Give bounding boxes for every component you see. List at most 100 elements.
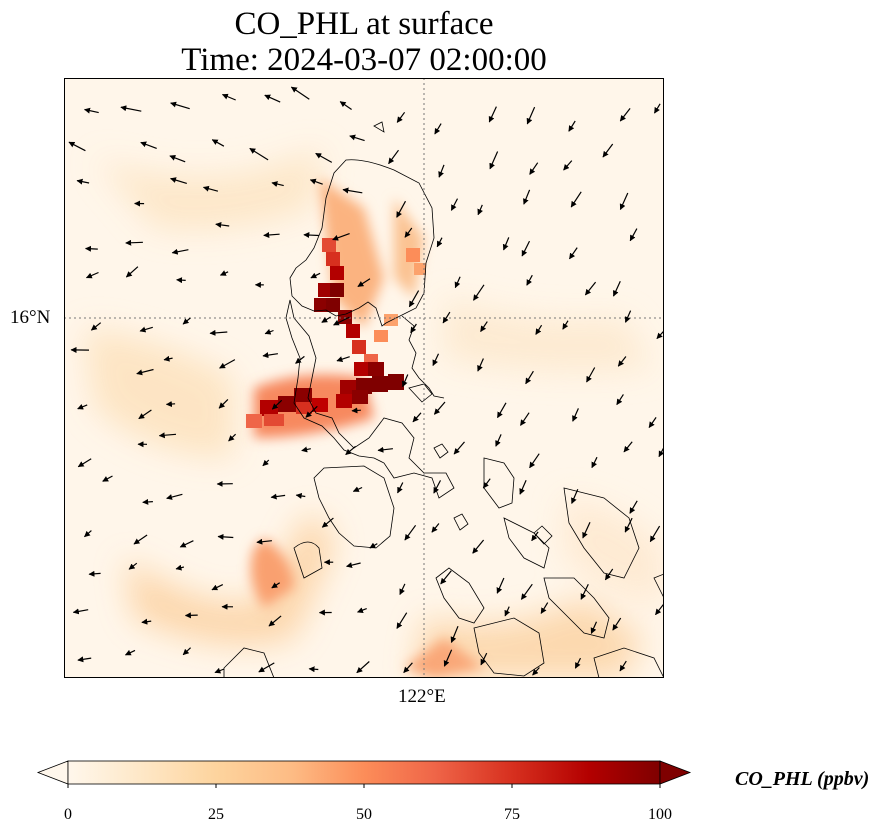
wind-arrow xyxy=(209,329,228,336)
wind-arrow xyxy=(85,271,99,279)
wind-arrow xyxy=(629,228,638,242)
wind-arrow xyxy=(102,475,113,482)
wind-arrow xyxy=(219,270,229,276)
wind-arrow xyxy=(433,480,442,494)
wind-arrow xyxy=(388,149,399,165)
coastlines xyxy=(223,121,664,678)
wind-arrow xyxy=(268,615,282,627)
wind-arrow xyxy=(648,417,657,428)
wind-arrow xyxy=(438,164,445,178)
wind-arrow xyxy=(217,533,234,540)
wind-arrow xyxy=(125,266,139,278)
wind-arrow xyxy=(401,374,409,388)
wind-arrow xyxy=(84,107,99,114)
wind-arrow xyxy=(619,108,631,122)
wind-arrow xyxy=(179,540,194,548)
map-title-line1: CO_PHL at surface xyxy=(234,6,494,42)
wind-arrow xyxy=(305,405,318,418)
wind-arrow xyxy=(176,277,186,284)
wind-arrow xyxy=(138,409,152,420)
wind-arrow xyxy=(496,577,505,594)
wind-arrow xyxy=(502,237,510,251)
wind-arrow xyxy=(258,662,275,673)
wind-arrow xyxy=(169,155,186,163)
wind-arrow xyxy=(602,143,614,158)
wind-arrow xyxy=(77,458,92,468)
wind-arrow xyxy=(531,531,539,542)
wind-arrow xyxy=(523,189,531,205)
wind-arrow xyxy=(295,355,305,364)
wind-arrow xyxy=(434,123,442,135)
wind-arrow xyxy=(290,86,310,100)
wind-arrow xyxy=(349,134,365,142)
wind-arrow xyxy=(357,607,367,613)
wind-arrow xyxy=(308,666,319,673)
wind-arrow xyxy=(562,320,569,330)
wind-arrow xyxy=(139,326,153,333)
wind-arrow xyxy=(653,103,661,114)
colorbar-tick-0: 0 xyxy=(64,806,72,823)
wind-arrow xyxy=(76,178,90,185)
wind-arrow xyxy=(339,101,352,110)
wind-arrow xyxy=(214,667,225,674)
wind-arrow xyxy=(88,570,101,577)
wind-arrow xyxy=(604,568,614,581)
wind-arrow xyxy=(582,521,591,539)
co-concentration-field xyxy=(84,148,664,678)
wind-arrow xyxy=(591,456,598,469)
wind-arrow xyxy=(170,101,190,110)
latitude-tick-label: 16°N xyxy=(10,307,51,328)
wind-arrow xyxy=(221,93,236,101)
wind-arrow xyxy=(535,324,543,335)
wind-arrow xyxy=(262,352,278,359)
wind-arrow xyxy=(590,621,598,634)
wind-arrow xyxy=(529,453,540,469)
wind-arrow xyxy=(315,152,333,163)
wind-arrow xyxy=(570,191,582,208)
wind-arrow xyxy=(619,192,629,211)
wind-arrow xyxy=(171,248,189,255)
wind-arrow xyxy=(619,660,627,672)
wind-arrow xyxy=(219,359,236,369)
wind-arrow xyxy=(85,245,98,252)
wind-arrow xyxy=(182,647,192,656)
wind-arrow xyxy=(264,328,274,335)
wind-arrow xyxy=(303,232,320,239)
wind-arrow xyxy=(574,657,582,669)
wind-arrow xyxy=(84,530,92,538)
map-border xyxy=(64,78,664,678)
colorbar-extend-max xyxy=(659,760,692,785)
wind-arrow xyxy=(332,233,350,241)
wind-arrow xyxy=(477,204,483,216)
wind-arrow xyxy=(477,358,484,372)
map-title-line2: Time: 2024-03-07 02:00:00 xyxy=(181,42,547,78)
wind-arrow xyxy=(351,407,361,414)
wind-arrow xyxy=(369,542,378,549)
wind-arrow xyxy=(520,412,530,426)
wind-arrow xyxy=(442,311,451,324)
wind-arrow xyxy=(649,525,661,543)
colorbar-gradient xyxy=(67,760,661,785)
wind-arrow xyxy=(142,498,153,505)
wind-arrow xyxy=(496,402,507,419)
wind-arrow xyxy=(526,274,533,286)
wind-arrow xyxy=(655,602,664,616)
wind-arrow xyxy=(488,106,497,123)
wind-arrow xyxy=(569,247,578,260)
wind-arrow xyxy=(629,500,638,514)
wind-arrow xyxy=(170,177,187,184)
colorbar-tick-50: 50 xyxy=(356,806,372,823)
wind-arrow xyxy=(124,649,136,656)
wind-arrow xyxy=(473,284,485,301)
wind-arrow xyxy=(443,649,453,667)
wind-arrow xyxy=(584,281,597,296)
wind-arrow xyxy=(211,139,225,147)
wind-arrow xyxy=(612,280,621,297)
wind-arrow xyxy=(450,198,459,211)
wind-arrow xyxy=(125,239,143,246)
wind-arrow xyxy=(572,408,579,422)
colorbar-tick-75: 75 xyxy=(504,806,520,823)
wind-arrow xyxy=(412,412,422,423)
wind-arrow xyxy=(295,492,306,499)
wind-arrow xyxy=(432,353,440,367)
